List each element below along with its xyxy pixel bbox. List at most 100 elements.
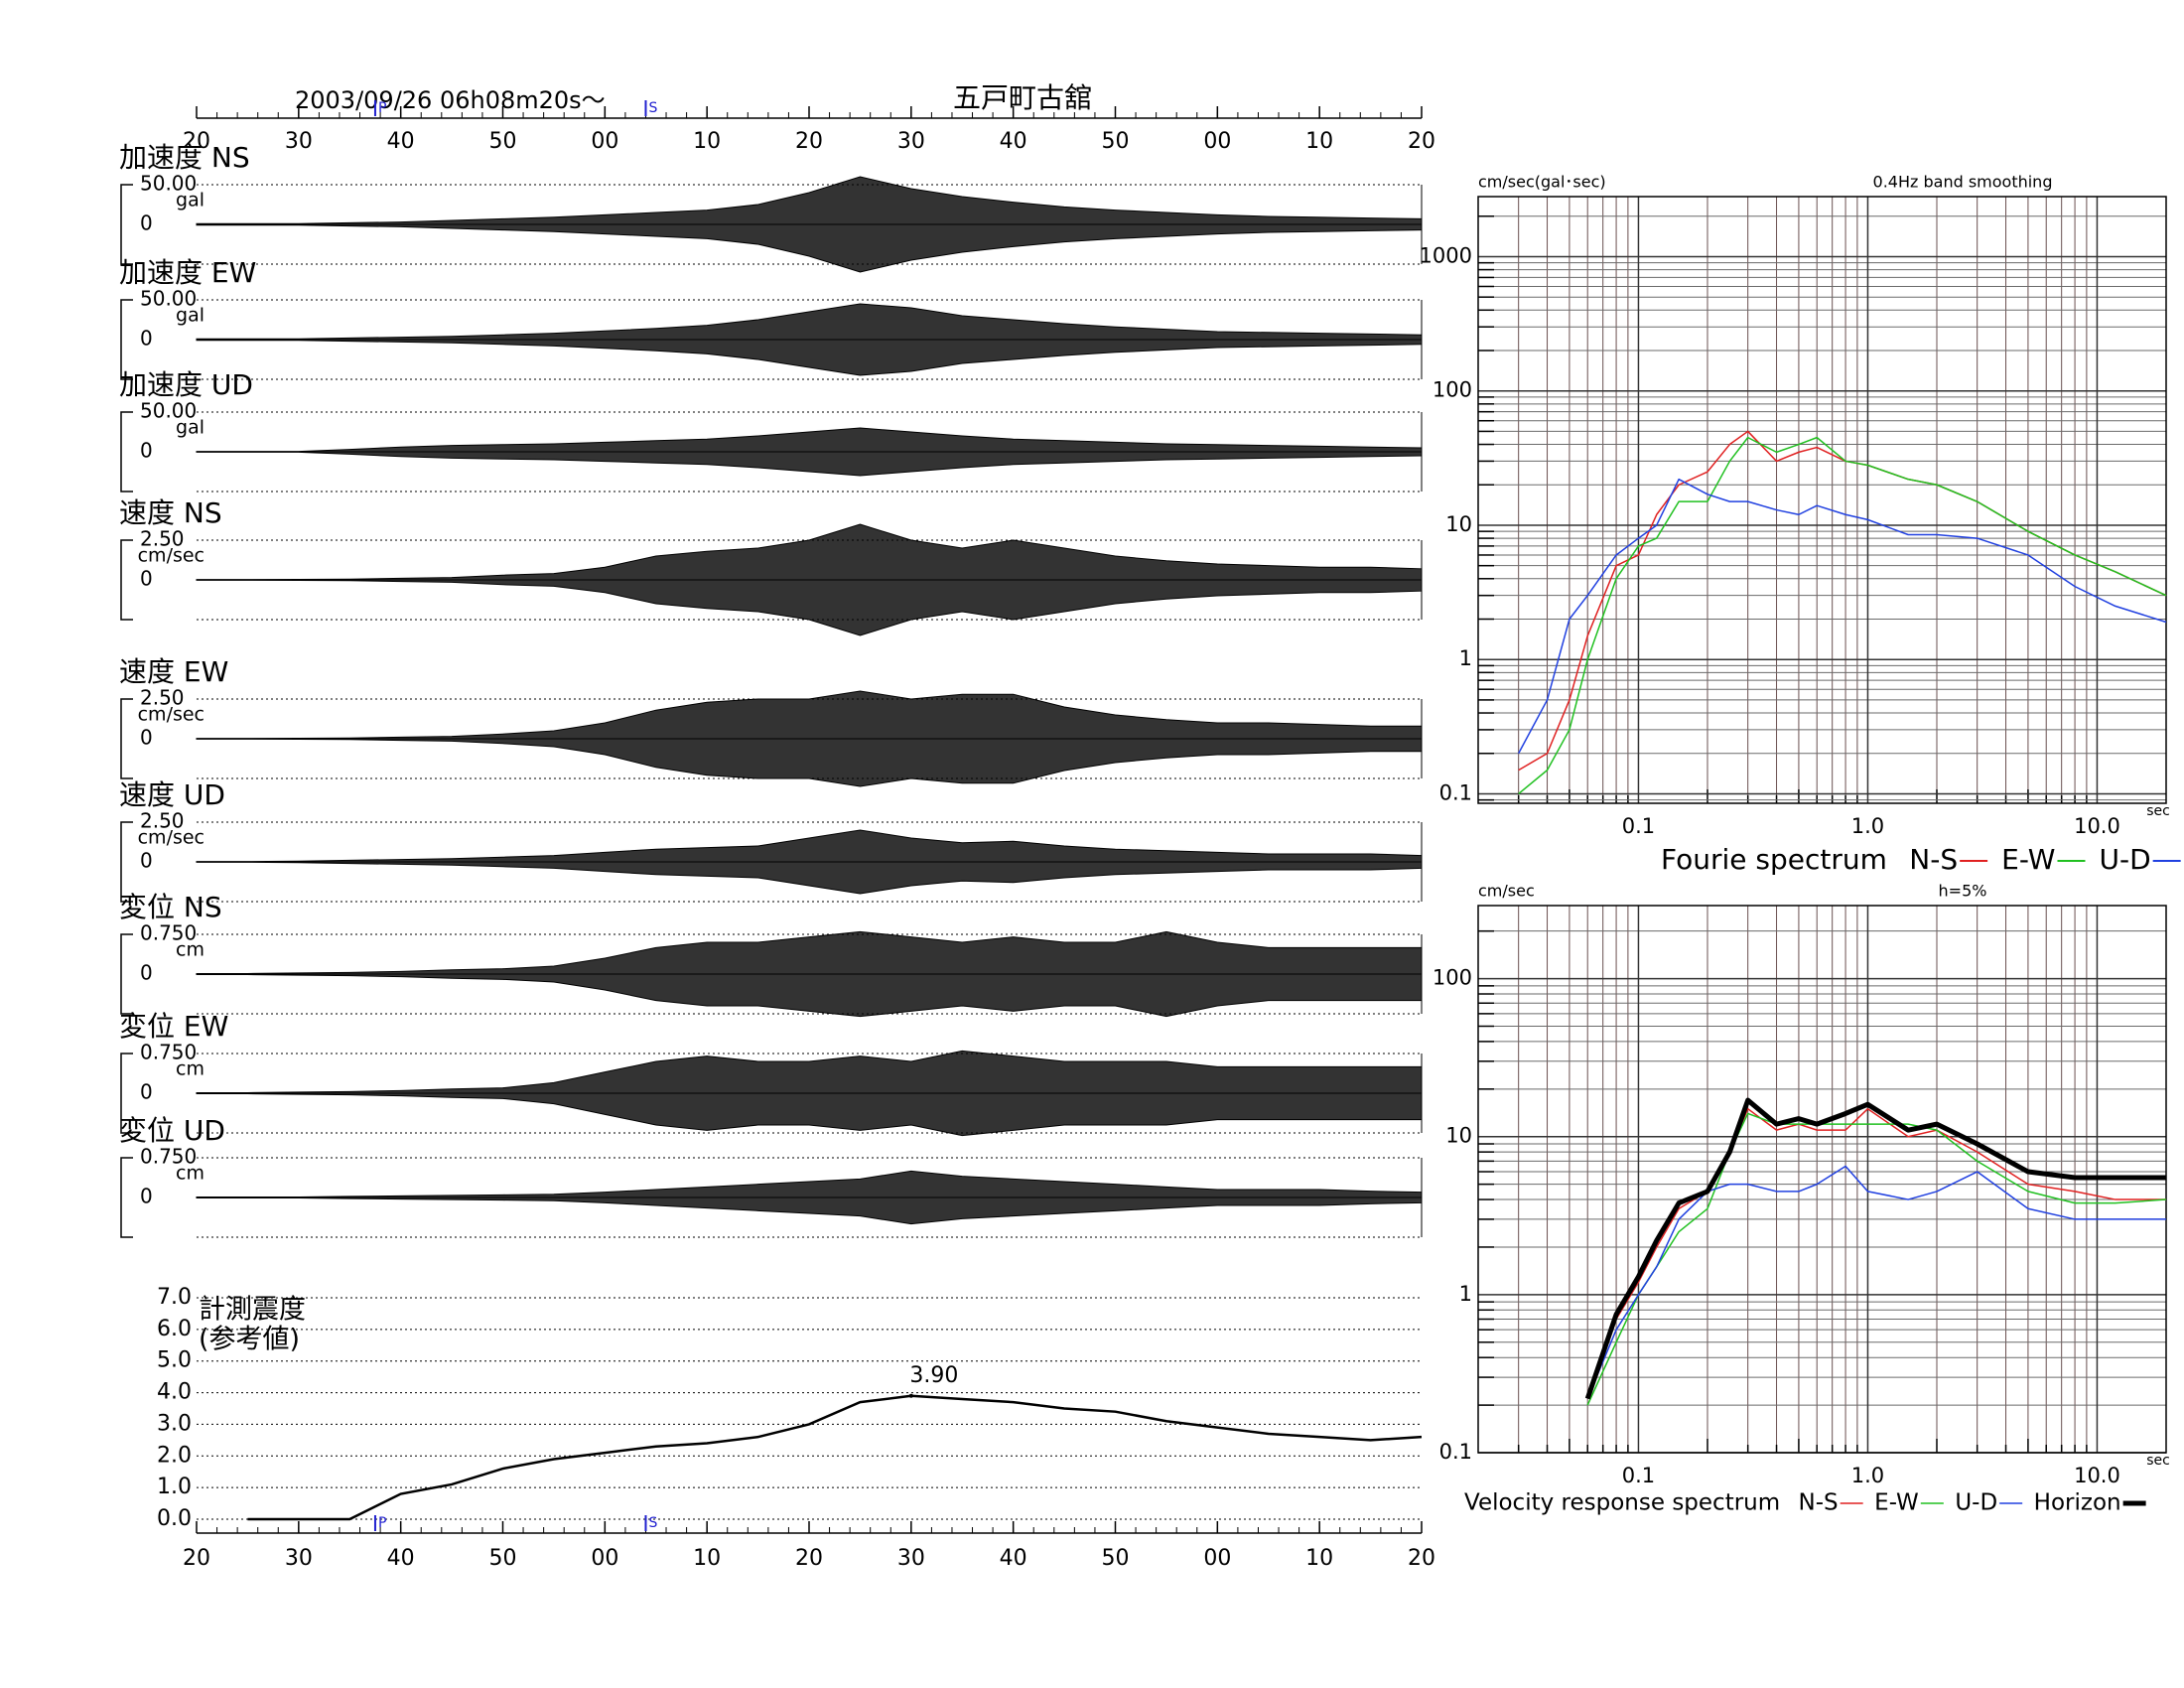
x-axis-label: sec [2146,1453,2170,1469]
y-tick-label: 5.0 [157,1348,192,1373]
x-tick-label: 00 [1203,1546,1231,1571]
x-tick-label: 0.1 [1622,1464,1655,1487]
y-tick-label: 0 [140,849,153,873]
panel-title: 変位 EW [119,1010,228,1043]
y-tick-label: 1.0 [157,1475,192,1499]
envelope-lower [196,973,1423,1018]
y-tick-label: 0.750 [140,1145,197,1169]
unit-label: cm [176,1058,205,1080]
y-tick-label: 0 [140,961,153,985]
legend-title: Fourie spectrum [1661,843,1887,876]
intensity-title: 計測震度 [199,1295,306,1326]
legend-label: N-S [1799,1490,1839,1516]
legend-label: N-S [1909,843,1958,876]
y-tick-label: 7.0 [157,1285,192,1310]
legend-label: E-W [2001,843,2055,876]
envelope-lower [196,339,1423,376]
y-tick-label: 100 [1433,966,1472,990]
x-tick-label: 30 [285,129,313,154]
x-tick-label: 40 [387,129,415,154]
y-tick-label: 4.0 [157,1380,192,1405]
y-tick-label: 0 [140,211,153,235]
x-axis-label: sec [2146,803,2170,819]
y-tick-label: 2.50 [140,686,185,710]
spectrum-line [1584,1097,2166,1400]
envelope-lower [196,579,1423,636]
y-tick-label: 0 [140,1185,153,1208]
x-tick-label: 20 [1408,129,1435,154]
x-tick-label: 30 [897,129,925,154]
x-tick-label: 0.1 [1622,814,1655,838]
y-tick-label: 2.50 [140,809,185,833]
legend-label: U-D [2099,843,2150,876]
panel-title: 加速度 EW [119,256,256,289]
y-tick-label: 0 [140,327,153,351]
unit-label: gal [176,190,205,211]
envelope-lower [196,1092,1423,1137]
y-tick-label: 0 [140,726,153,750]
x-tick-label: 50 [489,1546,517,1571]
legend-title: Velocity response spectrum [1464,1490,1780,1516]
y-tick-label: 10 [1445,1124,1472,1148]
envelope-upper [196,523,1423,581]
y-tick-label: 3.0 [157,1411,192,1436]
y-tick-label: 1000 [1420,243,1472,267]
intensity-line [247,1394,1423,1521]
spectrum-line [1518,436,2167,795]
panel-bracket [120,299,133,380]
spectrum-line [1586,1112,2167,1406]
unit-label: cm/sec [138,704,205,726]
x-tick-label: 00 [591,1546,618,1571]
y-tick-label: 100 [1433,378,1472,402]
intensity-subtitle: (参考値) [199,1325,300,1355]
panel-bracket [120,411,133,492]
panel-title: 速度 NS [119,496,222,529]
subtitle: 0.4Hz band smoothing [1873,173,2053,192]
y-tick-label: 0.750 [140,1041,197,1064]
plot-frame [1477,196,2167,804]
panel-title: 速度 EW [119,655,228,688]
unit-label: cm/sec [138,827,205,849]
x-tick-label: 50 [1102,129,1130,154]
envelope-lower [196,451,1423,477]
envelope-upper [196,1170,1423,1198]
y-tick-label: 0 [140,439,153,463]
legend-label: E-W [1874,1490,1919,1516]
x-tick-label: 30 [285,1546,313,1571]
x-tick-label: 50 [489,129,517,154]
envelope-lower [196,861,1423,895]
x-tick-label: 40 [387,1546,415,1571]
unit-label: cm/sec [138,545,205,567]
x-tick-label: 50 [1102,1546,1130,1571]
unit-label: cm [176,1163,205,1185]
y-tick-label: 0.0 [157,1506,192,1531]
y-tick-label: 0.1 [1439,1440,1472,1464]
panel-title: 加速度 UD [119,368,253,401]
panel-bracket [120,933,133,1015]
x-tick-label: 10.0 [2074,1464,2120,1487]
y-tick-label: 2.50 [140,527,185,551]
x-tick-label: 20 [795,1546,823,1571]
spectrum-line [1586,1107,2166,1399]
y-axis-label: cm/sec [1478,882,1535,901]
peak-marker [908,1393,913,1398]
envelope-lower [196,1196,1423,1225]
record-time: 2003/09/26 06h08m20s～ [295,86,606,114]
panel-title: 加速度 NS [119,141,250,174]
y-tick-label: 0 [140,567,153,591]
panel-bracket [120,1053,133,1134]
y-tick-label: 6.0 [157,1317,192,1341]
x-tick-label: 10 [693,1546,721,1571]
y-tick-label: 2.0 [157,1443,192,1468]
x-tick-label: 10 [1305,129,1333,154]
peak-label: 3.90 [909,1363,958,1388]
x-tick-label: 1.0 [1851,1464,1884,1487]
x-tick-label: 40 [1000,1546,1027,1571]
station-name: 五戸町古舘 [953,81,1092,114]
y-tick-label: 0 [140,1080,153,1104]
panel-bracket [120,698,133,779]
x-tick-label: 20 [1408,1546,1435,1571]
y-tick-label: 1 [1459,646,1472,670]
envelope-upper [196,303,1423,341]
